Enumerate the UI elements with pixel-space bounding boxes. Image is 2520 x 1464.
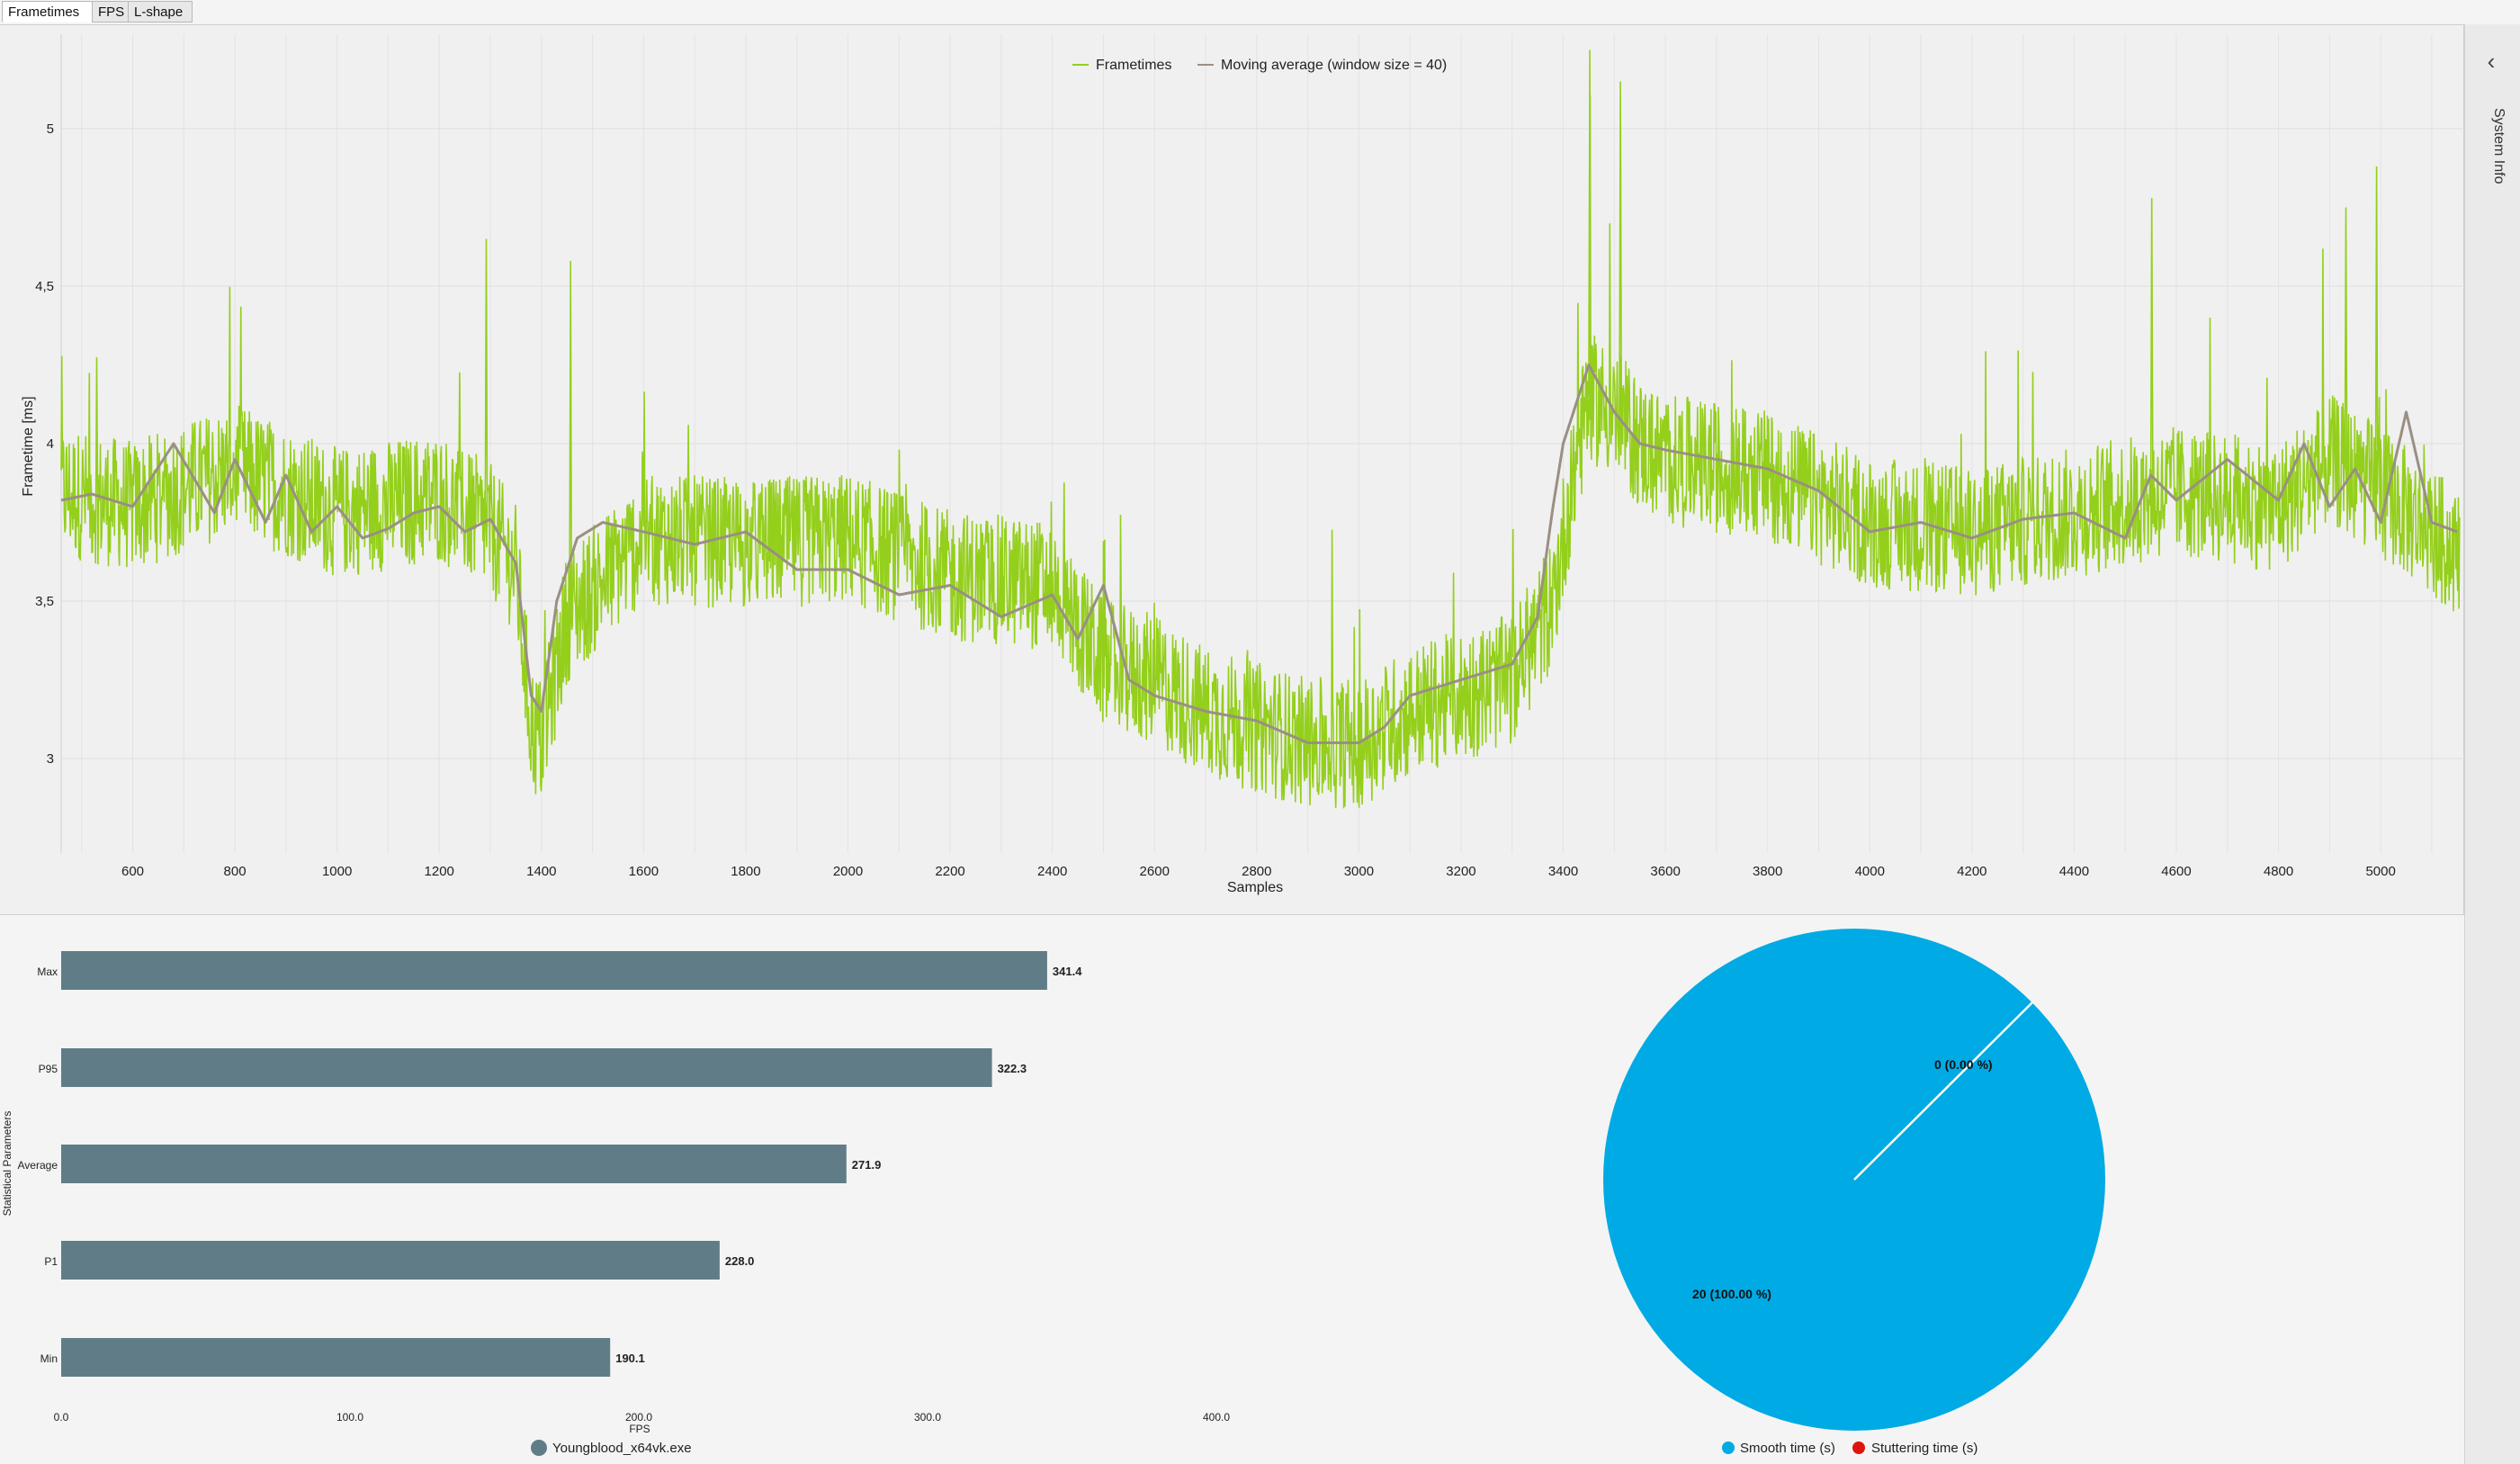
bar-value-label: 228.0 — [725, 1254, 755, 1268]
frametime-legend: Frametimes Moving average (window size =… — [1072, 58, 1447, 73]
frametime-chart-panel: 3 3,5 4 4,5 5 600 800 1000 1200 1400 1600 1800 2000… — [0, 24, 2464, 915]
x-tick-label: 2800 — [1242, 864, 1271, 879]
x-tick-label: 3200 — [1446, 864, 1475, 879]
series-frametimes[interactable] — [60, 49, 2461, 809]
bar-x-ticks: 0.0 100.0 200.0 300.0 400.0 — [54, 1411, 1231, 1424]
x-tick-label: 5000 — [2365, 864, 2395, 879]
x-tick-label: 2200 — [935, 864, 964, 879]
bar-rows: Max 341.4 P95 322.3 Average 271.9 P1 228.0 Min 19… — [18, 951, 1082, 1377]
tab-frametimes[interactable]: Frametimes — [2, 1, 93, 22]
x-tick-label: 2000 — [833, 864, 863, 879]
legend-process-swatch — [531, 1440, 547, 1456]
y-tick-label: 4,5 — [35, 279, 54, 294]
y-tick-label: 3,5 — [35, 594, 54, 609]
pie-slice-stuttering[interactable] — [1853, 1001, 2033, 1181]
legend-moving-average-label: Moving average (window size = 40) — [1221, 58, 1447, 73]
legend-stuttering-swatch — [1852, 1442, 1865, 1454]
bar-y-axis-label: Statistical Parameters — [1, 1111, 13, 1217]
bar-category-label: P1 — [44, 1255, 58, 1268]
bar-average[interactable] — [61, 1145, 847, 1183]
bar-value-label: 190.1 — [615, 1352, 645, 1365]
bar-category-label: Average — [18, 1159, 58, 1172]
y-tick-label: 4 — [47, 436, 54, 452]
chevron-left-icon[interactable]: ‹ — [2487, 48, 2496, 75]
x-tick-label: 3800 — [1753, 864, 1782, 879]
y-tick-label: 5 — [47, 121, 54, 137]
x-tick-label: 2600 — [1140, 864, 1170, 879]
frametime-series — [60, 49, 2461, 809]
y-tick-label: 3 — [47, 751, 54, 767]
legend-frametimes-label: Frametimes — [1096, 58, 1171, 73]
bar-value-label: 271.9 — [852, 1158, 882, 1172]
bar-category-label: P95 — [39, 1063, 58, 1075]
bar-value-label: 322.3 — [998, 1062, 1027, 1075]
x-tick-label: 3000 — [1344, 864, 1374, 879]
bar-category-label: Min — [40, 1352, 58, 1365]
bar-x-axis-label: FPS — [629, 1423, 650, 1435]
bar-x-tick-label: 200.0 — [625, 1411, 652, 1424]
x-tick-label: 4000 — [1855, 864, 1885, 879]
tab-l-shape[interactable]: L-shape — [128, 1, 193, 22]
legend-smooth-swatch — [1722, 1442, 1735, 1454]
x-tick-label: 1200 — [425, 864, 454, 879]
x-tick-label: 800 — [224, 864, 247, 879]
bar-value-label: 341.4 — [1053, 965, 1082, 978]
system-info-label[interactable]: System Info — [2491, 108, 2507, 184]
x-tick-label: 1800 — [731, 864, 760, 879]
system-info-panel[interactable] — [2464, 24, 2520, 1464]
x-tick-label: 600 — [121, 864, 144, 879]
bar-category-label: Max — [37, 966, 58, 978]
bar-min[interactable] — [61, 1338, 611, 1377]
x-tick-label: 1000 — [322, 864, 352, 879]
statistics-bar-chart[interactable]: Max 341.4 P95 322.3 Average 271.9 P1 228.0 Min 19… — [0, 916, 1350, 1464]
frametime-y-ticks: 3 3,5 4 4,5 5 — [35, 121, 54, 767]
x-tick-label: 3600 — [1650, 864, 1680, 879]
bar-x-tick-label: 400.0 — [1203, 1411, 1230, 1424]
bar-max[interactable] — [61, 951, 1047, 990]
bar-p1[interactable] — [61, 1241, 720, 1280]
frametime-x-axis-label: Samples — [1227, 880, 1283, 895]
bar-x-tick-label: 0.0 — [54, 1411, 69, 1424]
bar-x-tick-label: 100.0 — [336, 1411, 363, 1424]
frametime-x-ticks: 600 800 1000 1200 1400 1600 1800 2000 2200 2400 26… — [121, 864, 2396, 879]
x-tick-label: 4400 — [2059, 864, 2089, 879]
tab-fps[interactable]: FPS — [92, 1, 129, 22]
pie-label-stuttering: 0 (0.00 %) — [1934, 1057, 1993, 1072]
x-tick-label: 4200 — [1957, 864, 1986, 879]
x-tick-label: 4800 — [2264, 864, 2293, 879]
x-tick-label: 1400 — [526, 864, 556, 879]
legend-process-label: Youngblood_x64vk.exe — [552, 1441, 692, 1456]
legend-smooth-label: Smooth time (s) — [1740, 1441, 1835, 1456]
series-moving-average[interactable] — [60, 364, 2458, 744]
x-tick-label: 3400 — [1548, 864, 1578, 879]
x-tick-label: 4600 — [2161, 864, 2191, 879]
bar-p95[interactable] — [61, 1048, 992, 1087]
legend-stuttering-label: Stuttering time (s) — [1871, 1441, 1977, 1456]
tab-bar: Frametimes FPS L-shape — [0, 0, 2520, 25]
statistics-panel: Max 341.4 P95 322.3 Average 271.9 P1 228.0 Min 19… — [0, 916, 2464, 1464]
frametime-chart[interactable]: 3 3,5 4 4,5 5 600 800 1000 1200 1400 1600 1800 2000… — [0, 25, 2462, 914]
pie-label-smooth: 20 (100.00 %) — [1692, 1287, 1771, 1301]
bar-x-tick-label: 300.0 — [914, 1411, 941, 1424]
frametime-y-axis-label: Frametime [ms] — [21, 396, 36, 496]
stutter-pie-chart[interactable]: 0 (0.00 %) 20 (100.00 %) Smooth time (s)… — [1350, 916, 2429, 1464]
x-tick-label: 1600 — [629, 864, 659, 879]
x-tick-label: 2400 — [1037, 864, 1067, 879]
